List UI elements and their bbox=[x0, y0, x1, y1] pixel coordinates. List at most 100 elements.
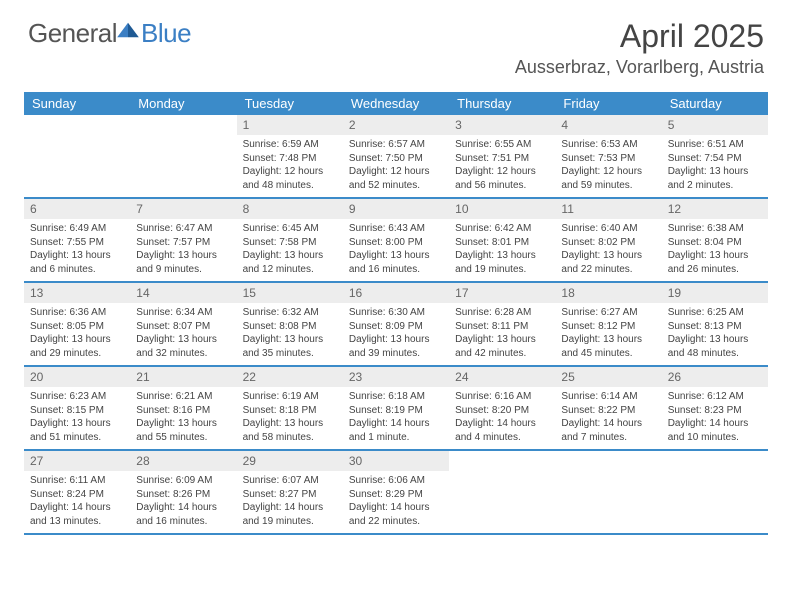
daylight-text: Daylight: 12 hours and 52 minutes. bbox=[349, 165, 443, 192]
day-number: 3 bbox=[449, 115, 555, 135]
day-cell-body: Sunrise: 6:21 AMSunset: 8:16 PMDaylight:… bbox=[130, 387, 236, 448]
daylight-text: Daylight: 13 hours and 2 minutes. bbox=[668, 165, 762, 192]
sunset-text: Sunset: 8:29 PM bbox=[349, 488, 443, 502]
day-number: 30 bbox=[343, 451, 449, 471]
day-cell-body: Sunrise: 6:27 AMSunset: 8:12 PMDaylight:… bbox=[555, 303, 661, 364]
day-cell: 1Sunrise: 6:59 AMSunset: 7:48 PMDaylight… bbox=[237, 115, 343, 197]
sunset-text: Sunset: 7:48 PM bbox=[243, 152, 337, 166]
day-cell: 28Sunrise: 6:09 AMSunset: 8:26 PMDayligh… bbox=[130, 451, 236, 533]
sunset-text: Sunset: 8:05 PM bbox=[30, 320, 124, 334]
day-number: 15 bbox=[237, 283, 343, 303]
day-cell: 3Sunrise: 6:55 AMSunset: 7:51 PMDaylight… bbox=[449, 115, 555, 197]
day-cell: 25Sunrise: 6:14 AMSunset: 8:22 PMDayligh… bbox=[555, 367, 661, 449]
sunrise-text: Sunrise: 6:34 AM bbox=[136, 306, 230, 320]
day-header-cell: Wednesday bbox=[343, 92, 449, 115]
day-number: 5 bbox=[662, 115, 768, 135]
sunset-text: Sunset: 8:01 PM bbox=[455, 236, 549, 250]
sunrise-text: Sunrise: 6:06 AM bbox=[349, 474, 443, 488]
daylight-text: Daylight: 13 hours and 32 minutes. bbox=[136, 333, 230, 360]
day-cell-body: Sunrise: 6:42 AMSunset: 8:01 PMDaylight:… bbox=[449, 219, 555, 280]
day-number: 28 bbox=[130, 451, 236, 471]
daylight-text: Daylight: 14 hours and 22 minutes. bbox=[349, 501, 443, 528]
sunrise-text: Sunrise: 6:59 AM bbox=[243, 138, 337, 152]
sunset-text: Sunset: 8:24 PM bbox=[30, 488, 124, 502]
day-cell bbox=[24, 115, 130, 197]
sunrise-text: Sunrise: 6:16 AM bbox=[455, 390, 549, 404]
sunrise-text: Sunrise: 6:49 AM bbox=[30, 222, 124, 236]
daylight-text: Daylight: 14 hours and 16 minutes. bbox=[136, 501, 230, 528]
day-number: 16 bbox=[343, 283, 449, 303]
daylight-text: Daylight: 14 hours and 19 minutes. bbox=[243, 501, 337, 528]
week-row: 6Sunrise: 6:49 AMSunset: 7:55 PMDaylight… bbox=[24, 199, 768, 283]
daylight-text: Daylight: 13 hours and 42 minutes. bbox=[455, 333, 549, 360]
day-cell-body: Sunrise: 6:23 AMSunset: 8:15 PMDaylight:… bbox=[24, 387, 130, 448]
week-row: 1Sunrise: 6:59 AMSunset: 7:48 PMDaylight… bbox=[24, 115, 768, 199]
sunrise-text: Sunrise: 6:47 AM bbox=[136, 222, 230, 236]
day-number: 14 bbox=[130, 283, 236, 303]
day-number: 24 bbox=[449, 367, 555, 387]
month-title: April 2025 bbox=[515, 18, 764, 55]
day-cell: 16Sunrise: 6:30 AMSunset: 8:09 PMDayligh… bbox=[343, 283, 449, 365]
day-cell: 26Sunrise: 6:12 AMSunset: 8:23 PMDayligh… bbox=[662, 367, 768, 449]
sunset-text: Sunset: 8:16 PM bbox=[136, 404, 230, 418]
sunset-text: Sunset: 8:08 PM bbox=[243, 320, 337, 334]
day-cell-body: Sunrise: 6:30 AMSunset: 8:09 PMDaylight:… bbox=[343, 303, 449, 364]
daylight-text: Daylight: 14 hours and 10 minutes. bbox=[668, 417, 762, 444]
day-cell bbox=[449, 451, 555, 533]
sunset-text: Sunset: 8:19 PM bbox=[349, 404, 443, 418]
sunrise-text: Sunrise: 6:45 AM bbox=[243, 222, 337, 236]
day-cell: 18Sunrise: 6:27 AMSunset: 8:12 PMDayligh… bbox=[555, 283, 661, 365]
logo-triangle-icon bbox=[117, 21, 139, 39]
day-header-row: Sunday Monday Tuesday Wednesday Thursday… bbox=[24, 92, 768, 115]
day-cell-body: Sunrise: 6:16 AMSunset: 8:20 PMDaylight:… bbox=[449, 387, 555, 448]
day-cell: 15Sunrise: 6:32 AMSunset: 8:08 PMDayligh… bbox=[237, 283, 343, 365]
sunrise-text: Sunrise: 6:40 AM bbox=[561, 222, 655, 236]
day-cell: 21Sunrise: 6:21 AMSunset: 8:16 PMDayligh… bbox=[130, 367, 236, 449]
sunset-text: Sunset: 8:04 PM bbox=[668, 236, 762, 250]
day-cell: 6Sunrise: 6:49 AMSunset: 7:55 PMDaylight… bbox=[24, 199, 130, 281]
day-cell: 5Sunrise: 6:51 AMSunset: 7:54 PMDaylight… bbox=[662, 115, 768, 197]
page-header: General Blue April 2025 Ausserbraz, Vora… bbox=[0, 0, 792, 84]
day-cell bbox=[662, 451, 768, 533]
sunrise-text: Sunrise: 6:27 AM bbox=[561, 306, 655, 320]
sunrise-text: Sunrise: 6:07 AM bbox=[243, 474, 337, 488]
sunrise-text: Sunrise: 6:55 AM bbox=[455, 138, 549, 152]
sunset-text: Sunset: 8:22 PM bbox=[561, 404, 655, 418]
sunset-text: Sunset: 7:57 PM bbox=[136, 236, 230, 250]
day-cell: 9Sunrise: 6:43 AMSunset: 8:00 PMDaylight… bbox=[343, 199, 449, 281]
daylight-text: Daylight: 13 hours and 6 minutes. bbox=[30, 249, 124, 276]
day-header-cell: Saturday bbox=[662, 92, 768, 115]
sunset-text: Sunset: 7:53 PM bbox=[561, 152, 655, 166]
daylight-text: Daylight: 13 hours and 35 minutes. bbox=[243, 333, 337, 360]
daylight-text: Daylight: 13 hours and 12 minutes. bbox=[243, 249, 337, 276]
daylight-text: Daylight: 14 hours and 4 minutes. bbox=[455, 417, 549, 444]
day-number: 26 bbox=[662, 367, 768, 387]
daylight-text: Daylight: 13 hours and 39 minutes. bbox=[349, 333, 443, 360]
sunset-text: Sunset: 8:23 PM bbox=[668, 404, 762, 418]
day-number: 23 bbox=[343, 367, 449, 387]
daylight-text: Daylight: 14 hours and 1 minute. bbox=[349, 417, 443, 444]
daylight-text: Daylight: 13 hours and 45 minutes. bbox=[561, 333, 655, 360]
day-number: 10 bbox=[449, 199, 555, 219]
sunrise-text: Sunrise: 6:43 AM bbox=[349, 222, 443, 236]
day-cell-body: Sunrise: 6:55 AMSunset: 7:51 PMDaylight:… bbox=[449, 135, 555, 196]
day-number: 22 bbox=[237, 367, 343, 387]
day-cell-body: Sunrise: 6:18 AMSunset: 8:19 PMDaylight:… bbox=[343, 387, 449, 448]
sunrise-text: Sunrise: 6:57 AM bbox=[349, 138, 443, 152]
week-row: 27Sunrise: 6:11 AMSunset: 8:24 PMDayligh… bbox=[24, 451, 768, 535]
day-cell: 4Sunrise: 6:53 AMSunset: 7:53 PMDaylight… bbox=[555, 115, 661, 197]
sunset-text: Sunset: 7:58 PM bbox=[243, 236, 337, 250]
day-cell-body: Sunrise: 6:07 AMSunset: 8:27 PMDaylight:… bbox=[237, 471, 343, 532]
sunrise-text: Sunrise: 6:53 AM bbox=[561, 138, 655, 152]
sunset-text: Sunset: 8:26 PM bbox=[136, 488, 230, 502]
sunset-text: Sunset: 7:51 PM bbox=[455, 152, 549, 166]
week-row: 20Sunrise: 6:23 AMSunset: 8:15 PMDayligh… bbox=[24, 367, 768, 451]
day-cell-body: Sunrise: 6:36 AMSunset: 8:05 PMDaylight:… bbox=[24, 303, 130, 364]
day-cell-body: Sunrise: 6:28 AMSunset: 8:11 PMDaylight:… bbox=[449, 303, 555, 364]
day-cell: 12Sunrise: 6:38 AMSunset: 8:04 PMDayligh… bbox=[662, 199, 768, 281]
day-cell-body: Sunrise: 6:25 AMSunset: 8:13 PMDaylight:… bbox=[662, 303, 768, 364]
day-cell: 22Sunrise: 6:19 AMSunset: 8:18 PMDayligh… bbox=[237, 367, 343, 449]
sunset-text: Sunset: 8:11 PM bbox=[455, 320, 549, 334]
sunrise-text: Sunrise: 6:36 AM bbox=[30, 306, 124, 320]
sunrise-text: Sunrise: 6:30 AM bbox=[349, 306, 443, 320]
